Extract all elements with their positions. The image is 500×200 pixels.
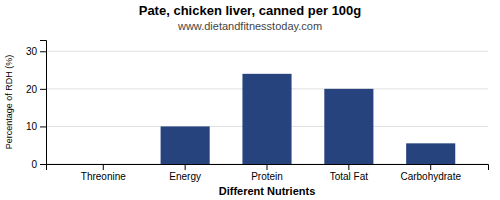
tick-mark (103, 164, 104, 170)
tick-label: 30 (26, 46, 38, 57)
tick-label: Protein (251, 171, 283, 182)
tick-mark (40, 126, 46, 127)
tick-mark (40, 164, 46, 165)
bars (161, 74, 456, 164)
bar (79, 164, 128, 165)
tick-label: 10 (26, 121, 38, 132)
tick-label: Energy (169, 171, 201, 182)
tick: Energy (169, 164, 201, 182)
bar (242, 74, 291, 164)
axis-line (40, 41, 47, 165)
tick-mark (348, 164, 349, 170)
bar (161, 126, 210, 164)
grid-line (46, 51, 488, 52)
tick-label: Carbohydrate (400, 171, 461, 182)
tick-mark (430, 164, 431, 170)
axis-line (47, 165, 489, 171)
tick: Total Fat (330, 164, 369, 182)
plot: 0 10 20 30 Threonine Energy Protein Total Fat Ca… (26, 41, 489, 183)
x-axis-title: Different Nutrients (219, 185, 316, 197)
title: Pate, chicken liver, canned per 100g (139, 3, 362, 18)
tick-mark (185, 164, 186, 170)
y-axis: 0 10 20 30 (26, 41, 47, 170)
tick-label: 0 (31, 159, 37, 170)
tick: 30 (26, 46, 46, 57)
chart-container: Pate, chicken liver, canned per 100g www.… (0, 0, 500, 200)
tick-mark (40, 51, 46, 52)
tick-mark (267, 164, 268, 170)
y-axis-title: Percentage of RDH (%) (4, 55, 14, 150)
tick: 10 (26, 121, 46, 132)
tick-mark (40, 89, 46, 90)
tick: 0 (31, 159, 46, 170)
subtitle: www.dietandfitnesstoday.com (177, 20, 322, 32)
tick-label: 20 (26, 84, 38, 95)
tick: Carbohydrate (400, 164, 461, 182)
tick: 20 (26, 84, 46, 95)
bar (406, 143, 455, 164)
tick: Protein (251, 164, 283, 182)
chart-svg: Pate, chicken liver, canned per 100g www.… (0, 0, 500, 200)
tick-label: Threonine (81, 171, 126, 182)
tick: Threonine (81, 164, 126, 182)
x-axis: Threonine Energy Protein Total Fat Carbohydr… (47, 164, 489, 182)
bar (324, 89, 373, 164)
grid (46, 51, 488, 164)
tick-label: Total Fat (330, 171, 369, 182)
